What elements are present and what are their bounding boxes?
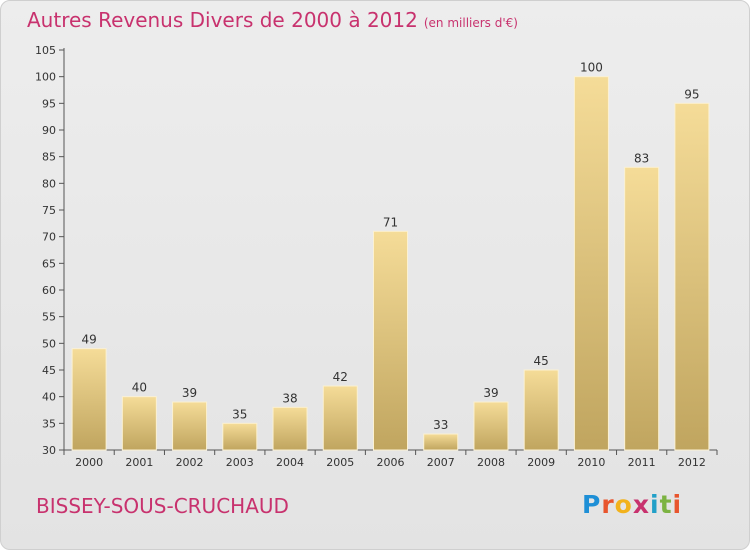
logo-letter: i: [650, 490, 660, 519]
bar: [473, 401, 509, 451]
value-labels: 49 40 39 35 38 42 71 33 39 45 100 83 95: [81, 61, 699, 432]
bar: [624, 166, 660, 451]
bar: [423, 433, 459, 451]
x-tick-label: 2003: [226, 456, 254, 469]
y-tick-label: 75: [42, 204, 56, 217]
y-tick-label: 90: [42, 124, 56, 137]
bar-value-label: 42: [333, 370, 348, 384]
x-tick-label: 2009: [527, 456, 555, 469]
bar: [322, 385, 358, 451]
bar-value-label: 40: [132, 381, 147, 395]
x-tick-label: 2001: [125, 456, 153, 469]
bar: [71, 348, 107, 451]
bar: [272, 406, 308, 451]
bar: [222, 422, 258, 451]
chart-unit: (en milliers d'€): [423, 16, 518, 30]
bar-value-label: 38: [282, 391, 297, 405]
y-tick-label: 70: [42, 231, 56, 244]
y-tick-label: 105: [35, 44, 56, 57]
x-tick-label: 2006: [377, 456, 405, 469]
logo-letter: P: [582, 490, 602, 519]
bar: [373, 230, 408, 451]
x-tick-label: 2012: [678, 456, 706, 469]
y-tick-label: 35: [42, 417, 56, 430]
y-tick-label: 60: [42, 284, 56, 297]
bar-value-label: 71: [383, 215, 398, 229]
y-tick-label: 50: [42, 337, 56, 350]
bar: [573, 76, 609, 451]
bar-value-label: 33: [433, 418, 448, 432]
chart-title-text: Autres Revenus Divers de 2000 à 2012: [27, 8, 418, 32]
bar: [172, 401, 208, 451]
y-tick-label: 30: [42, 444, 56, 457]
x-tick-label: 2002: [176, 456, 204, 469]
y-tick-label: 55: [42, 311, 56, 324]
bar-value-label: 95: [684, 87, 699, 101]
bar-value-label: 49: [81, 333, 96, 347]
y-tick-label: 45: [42, 364, 56, 377]
x-tick-label: 2011: [628, 456, 656, 469]
y-tick-label: 85: [42, 151, 56, 164]
logo-letter: r: [601, 490, 615, 519]
logo-letter: o: [614, 490, 633, 519]
bar-value-label: 100: [580, 61, 603, 75]
bar-value-label: 45: [534, 354, 549, 368]
bar-value-label: 35: [232, 407, 247, 421]
bar: [674, 102, 710, 451]
x-tick-label: 2005: [326, 456, 354, 469]
x-tick-label: 2007: [427, 456, 455, 469]
bars: [71, 76, 710, 451]
bar: [121, 396, 157, 451]
y-tick-label: 95: [42, 97, 56, 110]
chart-title: Autres Revenus Divers de 2000 à 2012 (en …: [27, 8, 518, 32]
y-tick-label: 80: [42, 177, 56, 190]
y-tick-label: 65: [42, 257, 56, 270]
x-tick-label: 2000: [75, 456, 103, 469]
x-tick-label: 2008: [477, 456, 505, 469]
x-tick-label: 2004: [276, 456, 304, 469]
y-tick-label: 40: [42, 391, 56, 404]
proxiti-logo: Proxiti: [582, 490, 682, 519]
town-name: BISSEY-SOUS-CRUCHAUD: [36, 494, 289, 518]
bar-value-label: 83: [634, 151, 649, 165]
bar-value-label: 39: [182, 386, 197, 400]
x-tick-label: 2010: [577, 456, 605, 469]
bar: [523, 369, 559, 451]
logo-letter: i: [672, 490, 683, 519]
logo-letter: t: [659, 490, 673, 519]
logo-letter: x: [632, 490, 650, 519]
bar-value-label: 39: [483, 386, 498, 400]
y-tick-label: 100: [35, 71, 56, 84]
